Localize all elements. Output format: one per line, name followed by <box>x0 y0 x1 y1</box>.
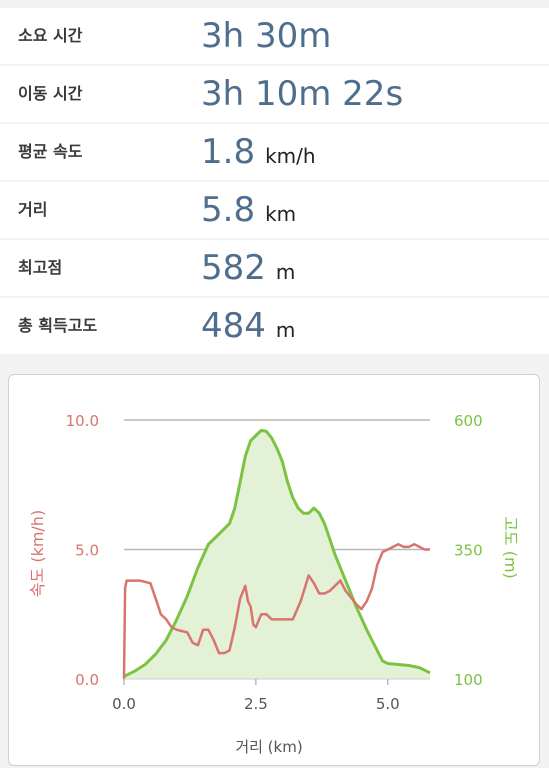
stat-row-elevation-gain: 총 획득고도 484 m <box>0 298 549 354</box>
x-tick-label: 5.0 <box>376 695 400 713</box>
stat-unit: km/h <box>265 144 316 168</box>
stat-value: 3h 10m 22s <box>201 66 403 122</box>
y-left-axis-label: 속도 (km/h) <box>28 510 47 597</box>
stat-value: 5.8 km <box>201 182 296 238</box>
stat-unit: m <box>275 260 296 284</box>
x-tick-label: 2.5 <box>244 695 268 713</box>
stat-value: 3h 30m <box>201 8 331 64</box>
stat-label: 총 획득고도 <box>18 316 98 335</box>
y-right-axis-label: 고도 (m) <box>501 516 520 579</box>
y-right-tick-label: 350 <box>454 542 483 560</box>
stat-unit: m <box>275 318 296 342</box>
stat-row-avg-speed: 평균 속도 1.8 km/h <box>0 124 549 180</box>
stat-label: 이동 시간 <box>18 84 83 103</box>
x-ticks: 0.0 2.5 5.0 <box>112 679 400 713</box>
stat-number: 1.8 <box>201 132 256 172</box>
stat-label: 최고점 <box>18 258 63 277</box>
y-right-ticks: 100 350 600 <box>454 412 483 689</box>
x-tick-label: 0.0 <box>112 695 136 713</box>
elevation-area <box>124 430 430 679</box>
y-left-ticks: 0.0 5.0 10.0 <box>66 412 99 689</box>
stat-row-distance: 거리 5.8 km <box>0 182 549 238</box>
stat-number: 3h 30m <box>201 16 332 56</box>
stat-unit: km <box>265 202 297 226</box>
stat-row-moving-time: 이동 시간 3h 10m 22s <box>0 66 549 122</box>
stat-row-max-elevation: 최고점 582 m <box>0 240 549 296</box>
stat-number: 5.8 <box>201 190 256 230</box>
elevation-line <box>123 428 431 678</box>
y-left-tick-label: 10.0 <box>66 412 99 430</box>
stat-number: 484 <box>201 306 266 346</box>
stat-number: 582 <box>201 248 266 288</box>
speed-line <box>122 543 430 680</box>
stat-value: 484 m <box>201 298 295 354</box>
stat-label: 소요 시간 <box>18 26 83 45</box>
y-left-tick-label: 5.0 <box>75 542 99 560</box>
stat-number: 3h 10m 22s <box>201 74 404 114</box>
stat-label: 평균 속도 <box>18 142 83 161</box>
stat-row-total-time: 소요 시간 3h 30m <box>0 8 549 64</box>
speed-elevation-chart: 0.0 2.5 5.0 0.0 5.0 10.0 100 350 600 거리 (km) 속… <box>28 412 520 756</box>
y-right-tick-label: 600 <box>454 412 483 430</box>
stat-value: 582 m <box>201 240 295 296</box>
y-right-tick-label: 100 <box>454 671 483 689</box>
chart-card: 0.0 2.5 5.0 0.0 5.0 10.0 100 350 600 거리 (km) 속… <box>8 374 540 766</box>
stat-value: 1.8 km/h <box>201 124 316 180</box>
y-left-tick-label: 0.0 <box>75 671 99 689</box>
stat-label: 거리 <box>18 200 48 219</box>
x-axis-label: 거리 (km) <box>235 738 302 756</box>
